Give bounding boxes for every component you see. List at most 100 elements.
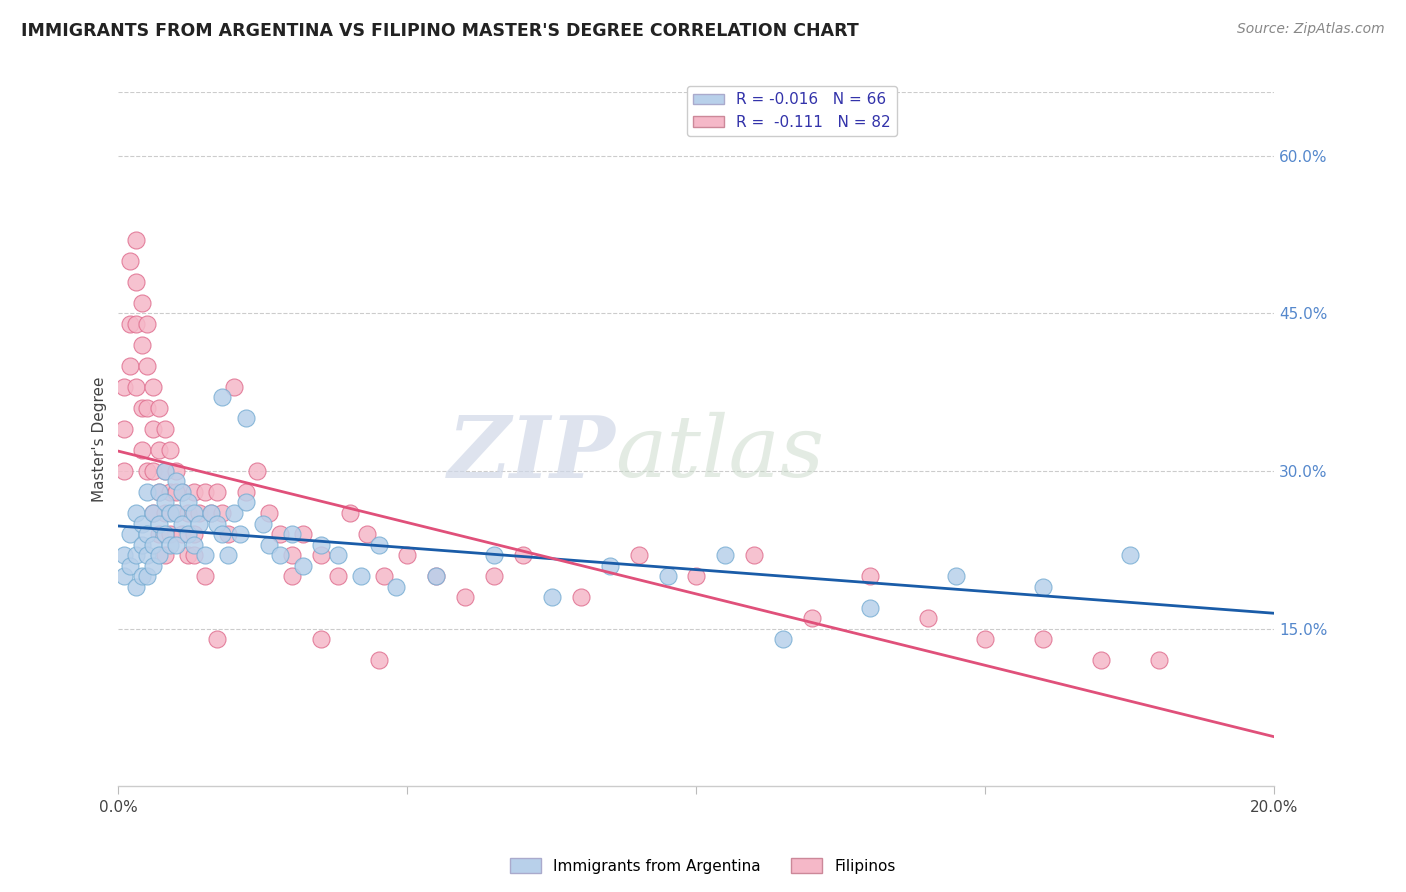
Point — [112, 380, 135, 394]
Point — [136, 548, 159, 562]
Point — [396, 548, 419, 562]
Point — [153, 506, 176, 520]
Point — [281, 569, 304, 583]
Point — [269, 527, 291, 541]
Point — [153, 464, 176, 478]
Point — [136, 527, 159, 541]
Point — [714, 548, 737, 562]
Point — [599, 558, 621, 573]
Point — [281, 548, 304, 562]
Point — [125, 233, 148, 247]
Point — [200, 506, 222, 520]
Point — [356, 527, 378, 541]
Point — [183, 527, 205, 541]
Point — [131, 569, 153, 583]
Point — [326, 548, 349, 562]
Point — [269, 548, 291, 562]
Point — [482, 569, 505, 583]
Point — [136, 317, 159, 331]
Point — [142, 380, 165, 394]
Point — [742, 548, 765, 562]
Point — [136, 401, 159, 415]
Point — [125, 317, 148, 331]
Point — [131, 516, 153, 531]
Point — [183, 548, 205, 562]
Point — [685, 569, 707, 583]
Point — [373, 569, 395, 583]
Point — [235, 495, 257, 509]
Point — [118, 317, 141, 331]
Point — [165, 506, 187, 520]
Point — [309, 548, 332, 562]
Point — [309, 632, 332, 647]
Point — [118, 558, 141, 573]
Point — [235, 411, 257, 425]
Point — [211, 390, 233, 404]
Text: atlas: atlas — [616, 412, 824, 495]
Point — [131, 442, 153, 457]
Point — [125, 580, 148, 594]
Point — [136, 569, 159, 583]
Point — [1147, 653, 1170, 667]
Point — [339, 506, 361, 520]
Point — [159, 506, 181, 520]
Point — [1032, 580, 1054, 594]
Point — [512, 548, 534, 562]
Point — [148, 401, 170, 415]
Point — [159, 442, 181, 457]
Point — [200, 506, 222, 520]
Point — [246, 464, 269, 478]
Point — [148, 485, 170, 500]
Point — [159, 537, 181, 551]
Point — [385, 580, 408, 594]
Point — [148, 527, 170, 541]
Point — [188, 516, 211, 531]
Point — [367, 537, 389, 551]
Point — [252, 516, 274, 531]
Point — [112, 548, 135, 562]
Point — [142, 558, 165, 573]
Point — [165, 537, 187, 551]
Point — [148, 442, 170, 457]
Legend: R = -0.016   N = 66, R =  -0.111   N = 82: R = -0.016 N = 66, R = -0.111 N = 82 — [688, 87, 897, 136]
Point — [159, 485, 181, 500]
Point — [367, 653, 389, 667]
Point — [131, 338, 153, 352]
Point — [165, 485, 187, 500]
Point — [112, 569, 135, 583]
Point — [131, 295, 153, 310]
Point — [177, 495, 200, 509]
Point — [194, 569, 217, 583]
Point — [125, 275, 148, 289]
Point — [153, 495, 176, 509]
Point — [170, 516, 193, 531]
Point — [229, 527, 252, 541]
Point — [165, 464, 187, 478]
Point — [183, 506, 205, 520]
Point — [541, 590, 564, 604]
Point — [211, 527, 233, 541]
Point — [205, 485, 228, 500]
Point — [326, 569, 349, 583]
Point — [211, 506, 233, 520]
Point — [257, 506, 280, 520]
Point — [136, 464, 159, 478]
Point — [142, 537, 165, 551]
Point — [142, 422, 165, 436]
Point — [183, 485, 205, 500]
Point — [112, 464, 135, 478]
Point — [112, 422, 135, 436]
Point — [859, 600, 882, 615]
Point — [350, 569, 373, 583]
Point — [1119, 548, 1142, 562]
Point — [801, 611, 824, 625]
Y-axis label: Master's Degree: Master's Degree — [93, 376, 107, 502]
Point — [170, 485, 193, 500]
Point — [153, 464, 176, 478]
Point — [222, 380, 245, 394]
Point — [131, 401, 153, 415]
Point — [125, 506, 148, 520]
Point — [165, 506, 187, 520]
Point — [222, 506, 245, 520]
Point — [183, 537, 205, 551]
